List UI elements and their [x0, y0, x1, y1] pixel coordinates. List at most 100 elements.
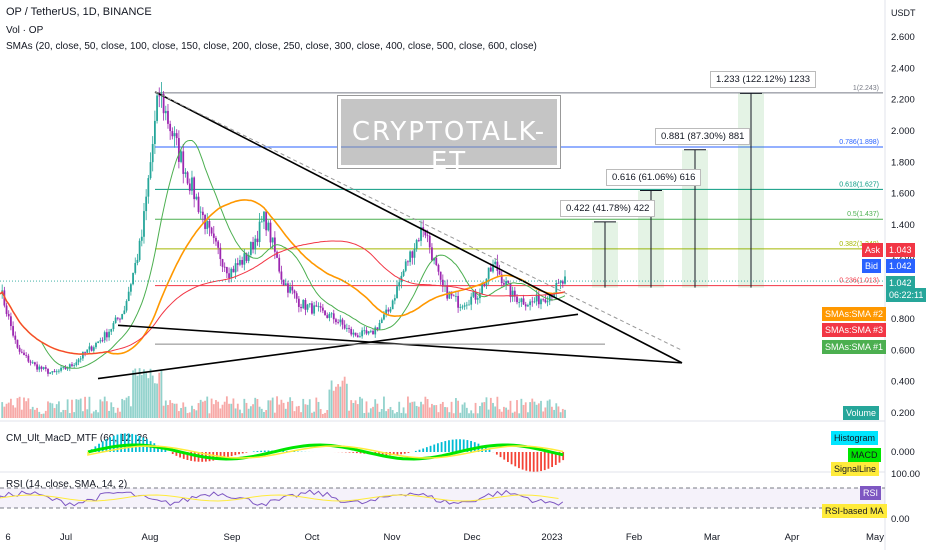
volume-bar: [99, 399, 101, 418]
volume-bar: [47, 401, 49, 418]
volume-bar: [274, 413, 276, 418]
candle-body: [494, 262, 496, 264]
ask-tag: Ask: [862, 243, 883, 257]
volume-bar: [418, 407, 420, 418]
volume-bar: [263, 412, 265, 418]
rsi-tag: RSI: [860, 486, 881, 500]
target-label: 0.881 (87.30%) 881: [655, 128, 750, 145]
candle-body: [189, 183, 191, 190]
volume-bar: [246, 403, 248, 418]
candle-body: [540, 299, 542, 304]
volume-bar: [507, 410, 509, 418]
volume-bar: [486, 397, 488, 418]
volume-bar: [302, 399, 304, 418]
volume-bar: [531, 399, 533, 418]
volume-bar: [488, 410, 490, 418]
candle-body: [499, 271, 501, 275]
candle-body: [337, 322, 339, 323]
volume-bar: [21, 410, 23, 418]
candle-body: [62, 367, 64, 368]
candle-body: [359, 336, 361, 337]
candle-body: [80, 358, 82, 359]
candle-body: [130, 284, 132, 291]
macd-title: CM_Ult_MacD_MTF (60, 12, 26: [6, 433, 148, 444]
macd-histogram-bar: [242, 452, 244, 453]
candle-body: [110, 329, 112, 332]
volume-bar: [185, 407, 187, 418]
candle-body: [34, 362, 36, 364]
candle-body: [464, 305, 466, 306]
price-axis-label: 0.200: [891, 408, 915, 419]
volume-bar: [326, 410, 328, 418]
candle-body: [121, 314, 123, 319]
volume-bar: [38, 412, 40, 418]
candle-body: [527, 305, 529, 306]
candle-body: [318, 306, 320, 307]
candle-body: [520, 298, 522, 302]
candle-body: [259, 222, 261, 242]
volume-bar: [329, 390, 331, 418]
volume-bar: [104, 397, 106, 418]
volume-bar: [560, 412, 562, 418]
candle-body: [217, 242, 219, 248]
candle-body: [305, 300, 307, 310]
candle-body: [481, 284, 483, 294]
volume-bar: [226, 396, 228, 418]
candle-body: [272, 238, 274, 243]
sma1-tag: SMAs:SMA #1: [822, 340, 886, 354]
volume-bar: [540, 401, 542, 418]
macd-histogram-bar: [131, 434, 133, 452]
volume-bar: [25, 401, 27, 418]
volume-bar: [130, 406, 132, 418]
candle-body: [123, 311, 125, 315]
candle-body: [289, 287, 291, 293]
volume-bar: [346, 384, 348, 418]
volume-bar: [499, 409, 501, 418]
macd-histogram-bar: [400, 452, 402, 454]
volume-bar: [490, 398, 492, 418]
target-label: 0.422 (41.78%) 422: [560, 200, 655, 217]
candle-body: [544, 300, 546, 303]
volume-bar: [466, 408, 468, 418]
volume-bar: [283, 403, 285, 418]
candle-body: [503, 283, 505, 285]
macd-histogram-bar: [257, 451, 259, 452]
candle-body: [298, 299, 300, 307]
candle-body: [219, 248, 221, 259]
candle-body: [283, 280, 285, 285]
volume-bar: [337, 384, 339, 418]
candle-body: [193, 177, 195, 199]
volume-bar: [259, 407, 261, 418]
volume-bar: [169, 400, 171, 418]
candle-body: [202, 212, 204, 215]
candle-body: [60, 368, 62, 371]
macd-histogram-bar: [536, 452, 538, 472]
volume-bar: [372, 407, 374, 418]
candle-body: [58, 371, 60, 372]
candle-body: [346, 328, 348, 329]
macd-histogram-bar: [422, 448, 424, 452]
volume-bar: [281, 400, 283, 418]
volume-bar: [331, 380, 333, 418]
candle-body: [455, 296, 457, 297]
macd-histogram-bar: [102, 441, 104, 452]
macd-histogram-bar: [164, 450, 166, 452]
candle-body: [211, 228, 213, 234]
volume-bar: [501, 412, 503, 418]
candle-body: [470, 297, 472, 305]
candle-body: [147, 178, 149, 197]
macd-histogram-bar: [452, 440, 454, 452]
volume-bar: [313, 412, 315, 418]
volume-bar: [12, 405, 14, 418]
candle-body: [239, 260, 241, 265]
candle-body: [187, 172, 189, 183]
macd-histogram-bar: [419, 450, 421, 452]
volume-bar: [289, 397, 291, 418]
candle-body: [355, 333, 357, 336]
candle-body: [8, 314, 10, 316]
volume-bar: [200, 400, 202, 418]
price-axis-label: 2.000: [891, 126, 915, 137]
candle-body: [302, 300, 304, 308]
time-axis-label: Nov: [384, 532, 401, 543]
macd-histogram-bar: [253, 451, 255, 452]
